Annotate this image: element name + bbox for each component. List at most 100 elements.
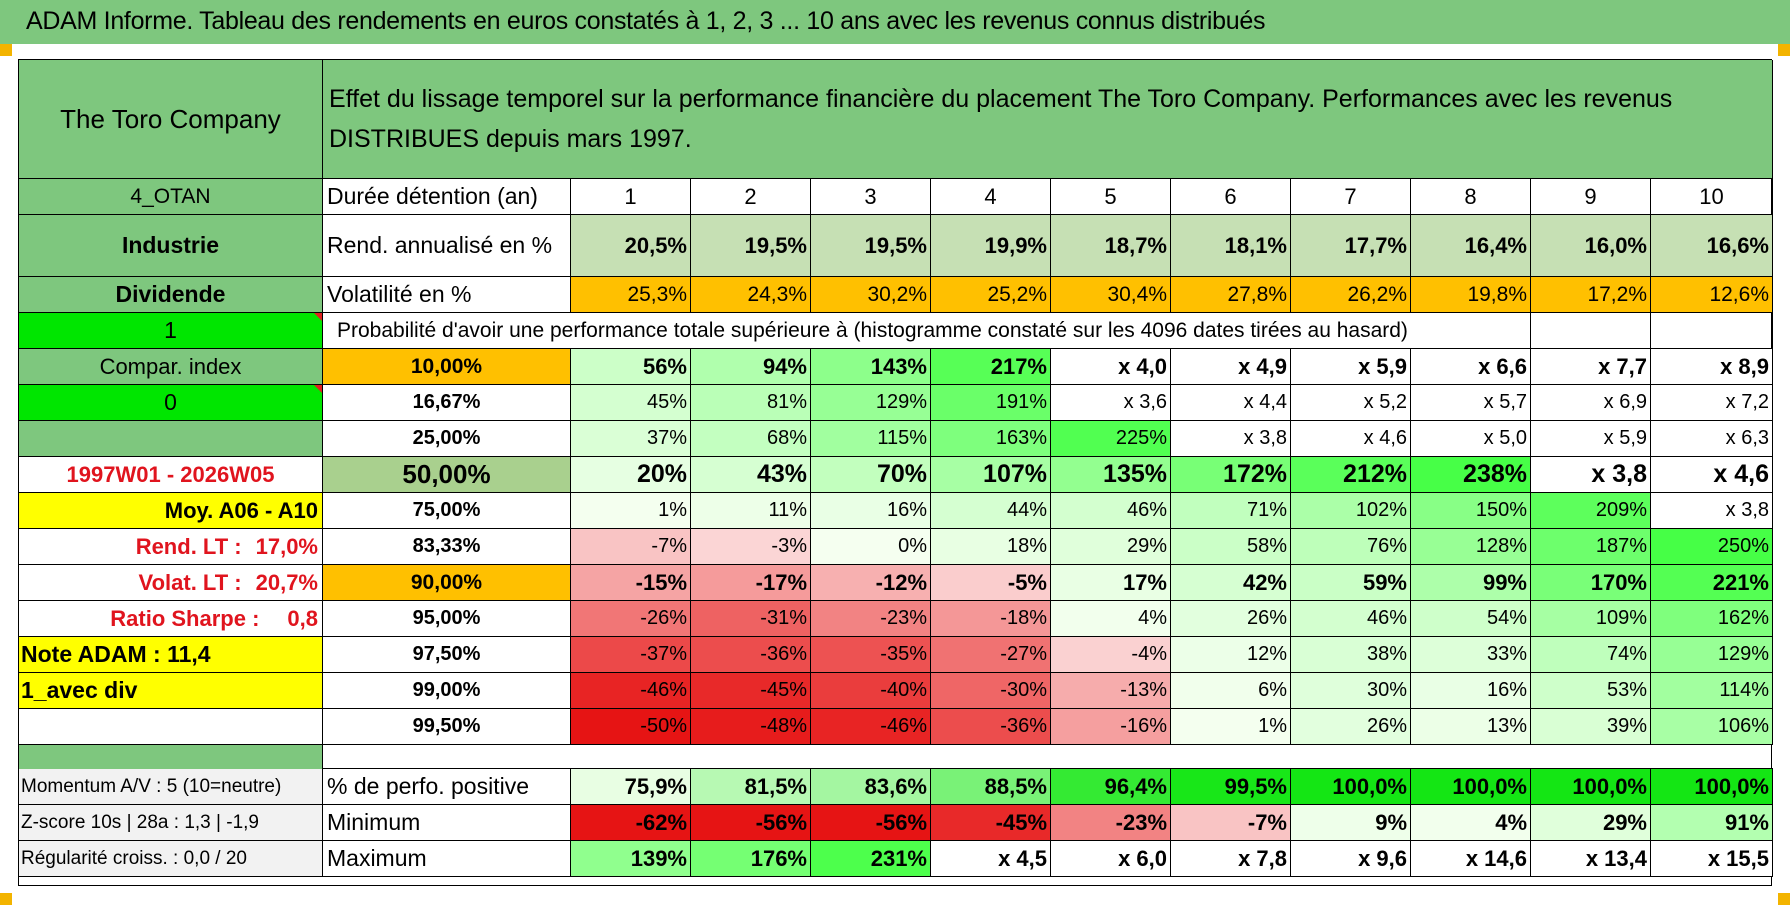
year-header-8: 8 [1411,179,1531,215]
sector-label: Industrie [19,215,323,277]
stat-cell: 9% [1291,805,1411,841]
probability-cell: -12% [811,565,931,601]
volatility-cell: 27,8% [1171,277,1291,313]
probability-cell: 46% [1291,601,1411,637]
probability-cell: 129% [811,385,931,421]
probability-cell: -18% [931,601,1051,637]
probability-cell: 1% [1171,709,1291,745]
probability-cell: 170% [1531,565,1651,601]
probability-cell: 12% [1171,637,1291,673]
probability-cell: 29% [1051,529,1171,565]
asset-code: 4_OTAN [19,179,323,215]
period-label: 1997W01 - 2026W05 [19,457,323,493]
probability-header: Probabilité d'avoir une performance tota… [323,313,1531,349]
input-cell-0[interactable]: 0 [19,385,323,421]
stat-cell: 176% [691,841,811,877]
probability-cell: x 4,0 [1051,349,1171,385]
probability-cell: 46% [1051,493,1171,529]
volatility-cell: 30,2% [811,277,931,313]
spacer-row [323,745,1773,769]
probability-cell: 221% [1651,565,1773,601]
probability-cell: 43% [691,457,811,493]
probability-cell: x 5,0 [1411,421,1531,457]
empty-cell [1531,313,1651,349]
volatility-cell: 19,8% [1411,277,1531,313]
probability-cell: 81% [691,385,811,421]
sharpe-label: Ratio Sharpe : [110,605,260,631]
corner-marker [0,893,12,905]
probability-threshold: 97,50% [323,637,571,673]
probability-cell: 56% [571,349,691,385]
adam-note: Note ADAM : 11,4 [19,637,323,673]
probability-cell: 114% [1651,673,1773,709]
stat-cell: 100,0% [1411,769,1531,805]
holding-period-label: Durée détention (an) [323,179,571,215]
stat-label: Maximum [323,841,571,877]
year-header-10: 10 [1651,179,1773,215]
annual-return-cell: 17,7% [1291,215,1411,277]
year-header-2: 2 [691,179,811,215]
title-bar: ADAM Informe. Tableau des rendements en … [0,0,1790,44]
probability-cell: -30% [931,673,1051,709]
zscore-label: Z-score 10s | 28a : 1,3 | -1,9 [19,805,323,841]
probability-cell: x 6,9 [1531,385,1651,421]
probability-cell: -15% [571,565,691,601]
probability-threshold: 10,00% [323,349,571,385]
probability-cell: 17% [1051,565,1171,601]
rend-lt-value: 17,0% [255,533,318,559]
probability-cell: 143% [811,349,931,385]
probability-cell: 68% [691,421,811,457]
probability-cell: 39% [1531,709,1651,745]
probability-cell: x 3,8 [1651,493,1773,529]
rend-lt-stat: Rend. LT : 17,0% [19,529,323,565]
probability-cell: 225% [1051,421,1171,457]
report-title: ADAM Informe. Tableau des rendements en … [26,7,1266,35]
probability-cell: 163% [931,421,1051,457]
probability-cell: -37% [571,637,691,673]
probability-cell: 109% [1531,601,1651,637]
year-header-1: 1 [571,179,691,215]
annual-return-cell: 16,6% [1651,215,1773,277]
volat-lt-stat: Volat. LT : 20,7% [19,565,323,601]
rend-lt-label: Rend. LT : [135,533,242,559]
probability-cell: 53% [1531,673,1651,709]
probability-cell: 18% [931,529,1051,565]
volatility-cell: 17,2% [1531,277,1651,313]
probability-cell: -45% [691,673,811,709]
stat-cell: x 13,4 [1531,841,1651,877]
probability-cell: 128% [1411,529,1531,565]
probability-cell: -40% [811,673,931,709]
probability-cell: 26% [1171,601,1291,637]
stat-cell: -23% [1051,805,1171,841]
table-description: Effet du lissage temporel sur la perform… [323,60,1773,179]
probability-cell: 44% [931,493,1051,529]
probability-cell: 45% [571,385,691,421]
probability-cell: 13% [1411,709,1531,745]
probability-cell: 33% [1411,637,1531,673]
probability-cell: 76% [1291,529,1411,565]
probability-cell: 0% [811,529,931,565]
probability-cell: 94% [691,349,811,385]
empty-cell [19,709,323,745]
input-cell-1[interactable]: 1 [19,313,323,349]
stat-label: % de perfo. positive [323,769,571,805]
probability-cell: 209% [1531,493,1651,529]
annual-return-cell: 19,9% [931,215,1051,277]
probability-cell: 58% [1171,529,1291,565]
annual-return-cell: 18,7% [1051,215,1171,277]
probability-cell: 212% [1291,457,1411,493]
probability-cell: 99% [1411,565,1531,601]
corner-marker [1778,44,1790,56]
probability-cell: 54% [1411,601,1531,637]
annual-return-cell: 20,5% [571,215,691,277]
probability-cell: x 3,6 [1051,385,1171,421]
probability-cell: 16% [1411,673,1531,709]
empty-cell [1651,313,1773,349]
probability-cell: 191% [931,385,1051,421]
probability-cell: 150% [1411,493,1531,529]
probability-cell: -23% [811,601,931,637]
probability-threshold: 25,00% [323,421,571,457]
stat-cell: 231% [811,841,931,877]
probability-cell: -3% [691,529,811,565]
stat-cell: x 9,6 [1291,841,1411,877]
